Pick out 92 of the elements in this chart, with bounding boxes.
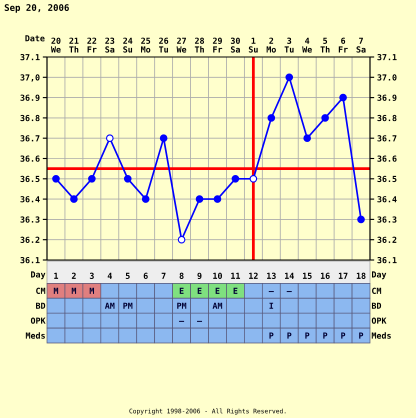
x-axis-title: Day [31, 271, 46, 280]
x-tick-label: 3 [90, 272, 94, 279]
text: E [180, 288, 184, 294]
y-tick-label: 36.4 [20, 196, 40, 202]
y2-tick-label: BD [372, 302, 382, 309]
y-tick-label: OPK [30, 317, 46, 324]
text: PM [123, 302, 132, 309]
x-tick-label: 5 [126, 272, 130, 279]
x-tick-label: 27 We [176, 38, 186, 53]
x-tick-label: 7 [162, 272, 166, 279]
x-tick-label: 13 [267, 272, 276, 279]
text: PM [177, 302, 186, 309]
text: – [268, 291, 274, 292]
x-tick-label: 2 [72, 272, 76, 279]
x-tick-label: 1 [54, 272, 58, 279]
y-tick-label: 36.3 [20, 216, 40, 223]
y2-tick-label: 36.1 [377, 256, 397, 264]
text: – [179, 320, 184, 322]
y2-tick-label: 36.5 [377, 176, 396, 182]
x-tick-label: 22 Fr [87, 38, 97, 52]
x-tick-label: 12 [249, 272, 258, 279]
text: M [90, 288, 94, 294]
y2-tick-label: OPK [372, 317, 386, 324]
text: P [359, 332, 364, 339]
y-tick-label: 36.6 [20, 155, 40, 162]
text: – [197, 320, 202, 322]
text: AM [104, 302, 114, 309]
x-tick-label: 4 [108, 272, 112, 279]
x-tick-label: 26 Tu [158, 38, 168, 53]
x-tick-label: 17 [338, 272, 348, 279]
y2-tick-label: 36.7 [377, 135, 396, 142]
text: E [234, 288, 238, 294]
x-tick-label: 1 Su [248, 38, 258, 53]
y2-tick-label: 36.4 [377, 196, 397, 202]
text: P [341, 332, 346, 339]
y2-tick-label: 36.3 [377, 216, 396, 223]
y-tick-label: 37.1 [20, 54, 40, 60]
x-tick-label: 10 [213, 272, 222, 279]
y-tick-label: Meds [26, 332, 45, 339]
y2-tick-label: CM [372, 288, 382, 294]
y-tick-label: 36.7 [20, 135, 40, 142]
text: P [269, 332, 274, 339]
x-tick-label: 7 Sa [356, 38, 366, 53]
x-tick-label: 8 [180, 272, 184, 279]
x-tick-label: 28 Th [194, 38, 204, 52]
x-tick-label: 29 Fr [212, 38, 222, 52]
x-axis-title: Date [25, 35, 45, 42]
x-tick-label: 3 Tu [284, 38, 294, 53]
text: AM [212, 302, 222, 309]
y-tick-label: 36.8 [20, 114, 40, 122]
y-tick-label: 37,0 [20, 74, 40, 82]
x-tick-label: 20 We [50, 38, 61, 53]
text: M [54, 288, 58, 294]
y2-tick-label: Meds [372, 332, 391, 339]
x-tick-label: 14 [285, 272, 294, 279]
text: P [323, 332, 328, 339]
text: P [305, 332, 310, 339]
x-tick-label: 6 [144, 272, 148, 279]
x-tick-label: 30 Sa [230, 38, 240, 53]
text: P [287, 332, 292, 339]
x-tick-label: 15 [302, 272, 312, 279]
y-tick-label: 36.2 [20, 236, 40, 243]
y2-tick-label: 36.9 [377, 94, 396, 101]
text: E [198, 288, 202, 294]
y2-tick-label: 36.2 [377, 236, 396, 243]
x-tick-label: 16 [320, 272, 330, 279]
x-tick-label: 9 [197, 272, 202, 280]
x-tick-label: 21 Th [69, 38, 79, 52]
x-tick-label: 25 Mo [141, 38, 150, 53]
y-tick-label: CM [36, 288, 46, 294]
y2-tick-label: 36.6 [377, 155, 397, 162]
y-tick-label: 36.9 [20, 94, 40, 101]
x-tick-label: 23 Sa [105, 38, 114, 53]
chart-title: Sep 20, 2006 [4, 4, 69, 13]
y2-tick-label: 37.1 [377, 54, 397, 60]
y-tick-label: BD [36, 302, 46, 309]
y-tick-label: 36.5 [20, 176, 40, 182]
y2-tick-label: 36.8 [377, 114, 396, 122]
x-tick-label: 24 Su [123, 38, 132, 53]
x-tick-label: 2 Mo [266, 38, 276, 53]
text: E [216, 288, 220, 294]
x-tick-label: 5 Th [320, 38, 330, 52]
x-tick-label: 6 Fr [338, 38, 348, 52]
x-tick-label: 4 We [302, 38, 312, 53]
x-tick-label: 18 [356, 272, 366, 279]
x-tick-label: 11 [231, 272, 240, 279]
y2-tick-label: 37.0 [377, 74, 397, 81]
text: Day [372, 271, 386, 280]
text: M [72, 288, 76, 294]
y-tick-label: 36.1 [20, 256, 40, 264]
text: I [270, 302, 274, 309]
text: – [286, 291, 292, 292]
